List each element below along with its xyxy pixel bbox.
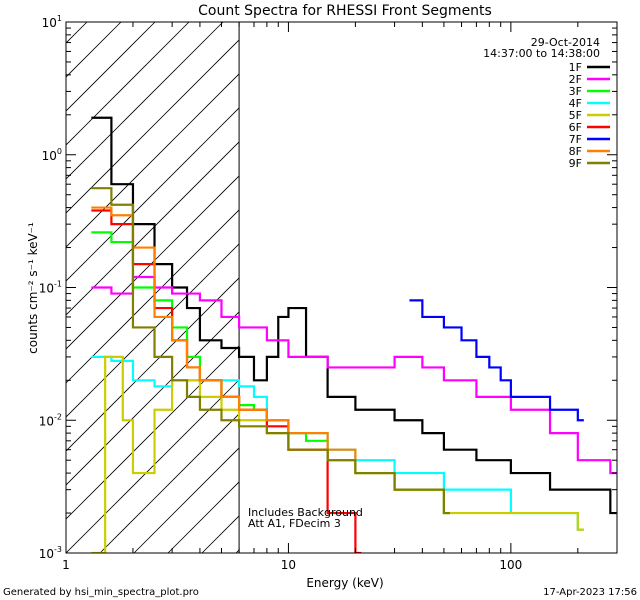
legend-label-1F: 1F [569,61,582,74]
x-tick-labels: 1 10 100 [62,558,522,572]
hatch-line [0,22,19,553]
y-tick-label: 10-3 [39,545,62,561]
x-tick-label: 10 [281,558,296,572]
hatch-line [542,22,640,553]
series-6F [91,209,362,553]
legend-label-3F: 3F [569,85,582,98]
observation-date: 29-Oct-2014 [531,36,600,49]
y-tick-labels: 101 100 10-1 10-2 10-3 [39,14,62,561]
chart-title: Count Spectra for RHESSI Front Segments [198,3,492,19]
hatch-line [66,107,240,282]
series-4F [91,355,584,531]
hatch-line [66,311,240,486]
y-tick-label: 10-2 [39,412,62,428]
legend-label-2F: 2F [569,73,582,86]
x-tick-label: 100 [499,558,522,572]
spectra-series-group [91,116,617,553]
series-2F [91,275,617,475]
legend-label-9F: 9F [569,157,582,170]
hatch-line [66,39,240,214]
legend-label-8F: 8F [569,145,582,158]
annotation-attenuator: Att A1, FDecim 3 [248,517,341,530]
legend-label-6F: 6F [569,121,582,134]
y-tick-label: 10-1 [39,280,62,296]
generation-timestamp: 17-Apr-2023 17:56 [543,587,637,598]
hatch-line [66,243,240,418]
legend-label-4F: 4F [569,97,582,110]
y-axis-label: counts cm⁻² s⁻¹ keV⁻¹ [26,222,40,354]
series-7F [409,299,584,422]
y-tick-label: 100 [42,147,62,163]
hatch-line [66,345,240,520]
hatch-line [270,22,640,553]
legend-label-5F: 5F [569,109,582,122]
hatch-line [66,175,240,350]
hatch-line [66,277,240,452]
annotation-background: Includes Background [248,506,363,519]
generator-note: Generated by hsi_min_spectra_plot.pro [3,587,199,598]
hatch-line [99,413,240,553]
hatch-line [66,22,224,180]
observation-time-range: 14:37:00 to 14:38:00 [483,47,600,60]
series-9F [91,187,450,515]
series-1F [91,116,617,515]
hatch-line [66,22,190,146]
y-tick-label: 101 [42,14,62,30]
legend-label-7F: 7F [569,133,582,146]
x-axis-label: Energy (keV) [306,576,383,590]
x-tick-label: 1 [62,558,70,572]
series-8F [91,206,401,491]
series-3F [91,231,450,515]
axis-ticks [65,22,618,554]
hatch-line [133,447,240,553]
hatch-line [66,73,240,248]
